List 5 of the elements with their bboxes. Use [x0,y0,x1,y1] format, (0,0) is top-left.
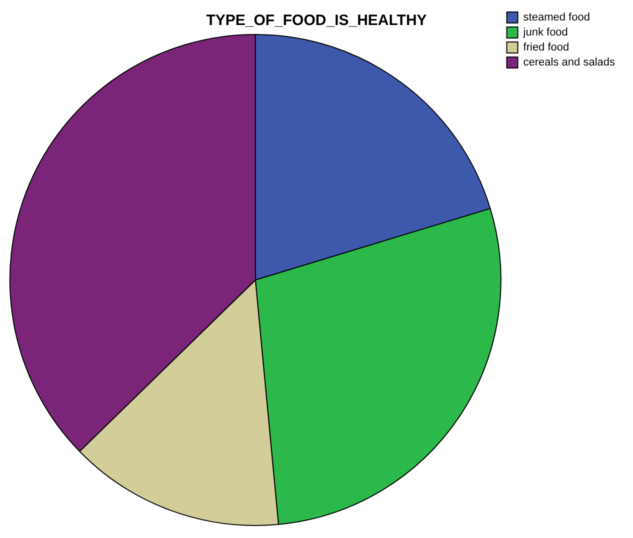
chart-title: TYPE_OF_FOOD_IS_HEALTHY [206,12,427,30]
legend-label: fried food [523,42,570,54]
legend-label: cereals and salads [523,56,616,69]
legend-label: steamed food [523,12,590,24]
legend-label: junk food [522,26,568,39]
